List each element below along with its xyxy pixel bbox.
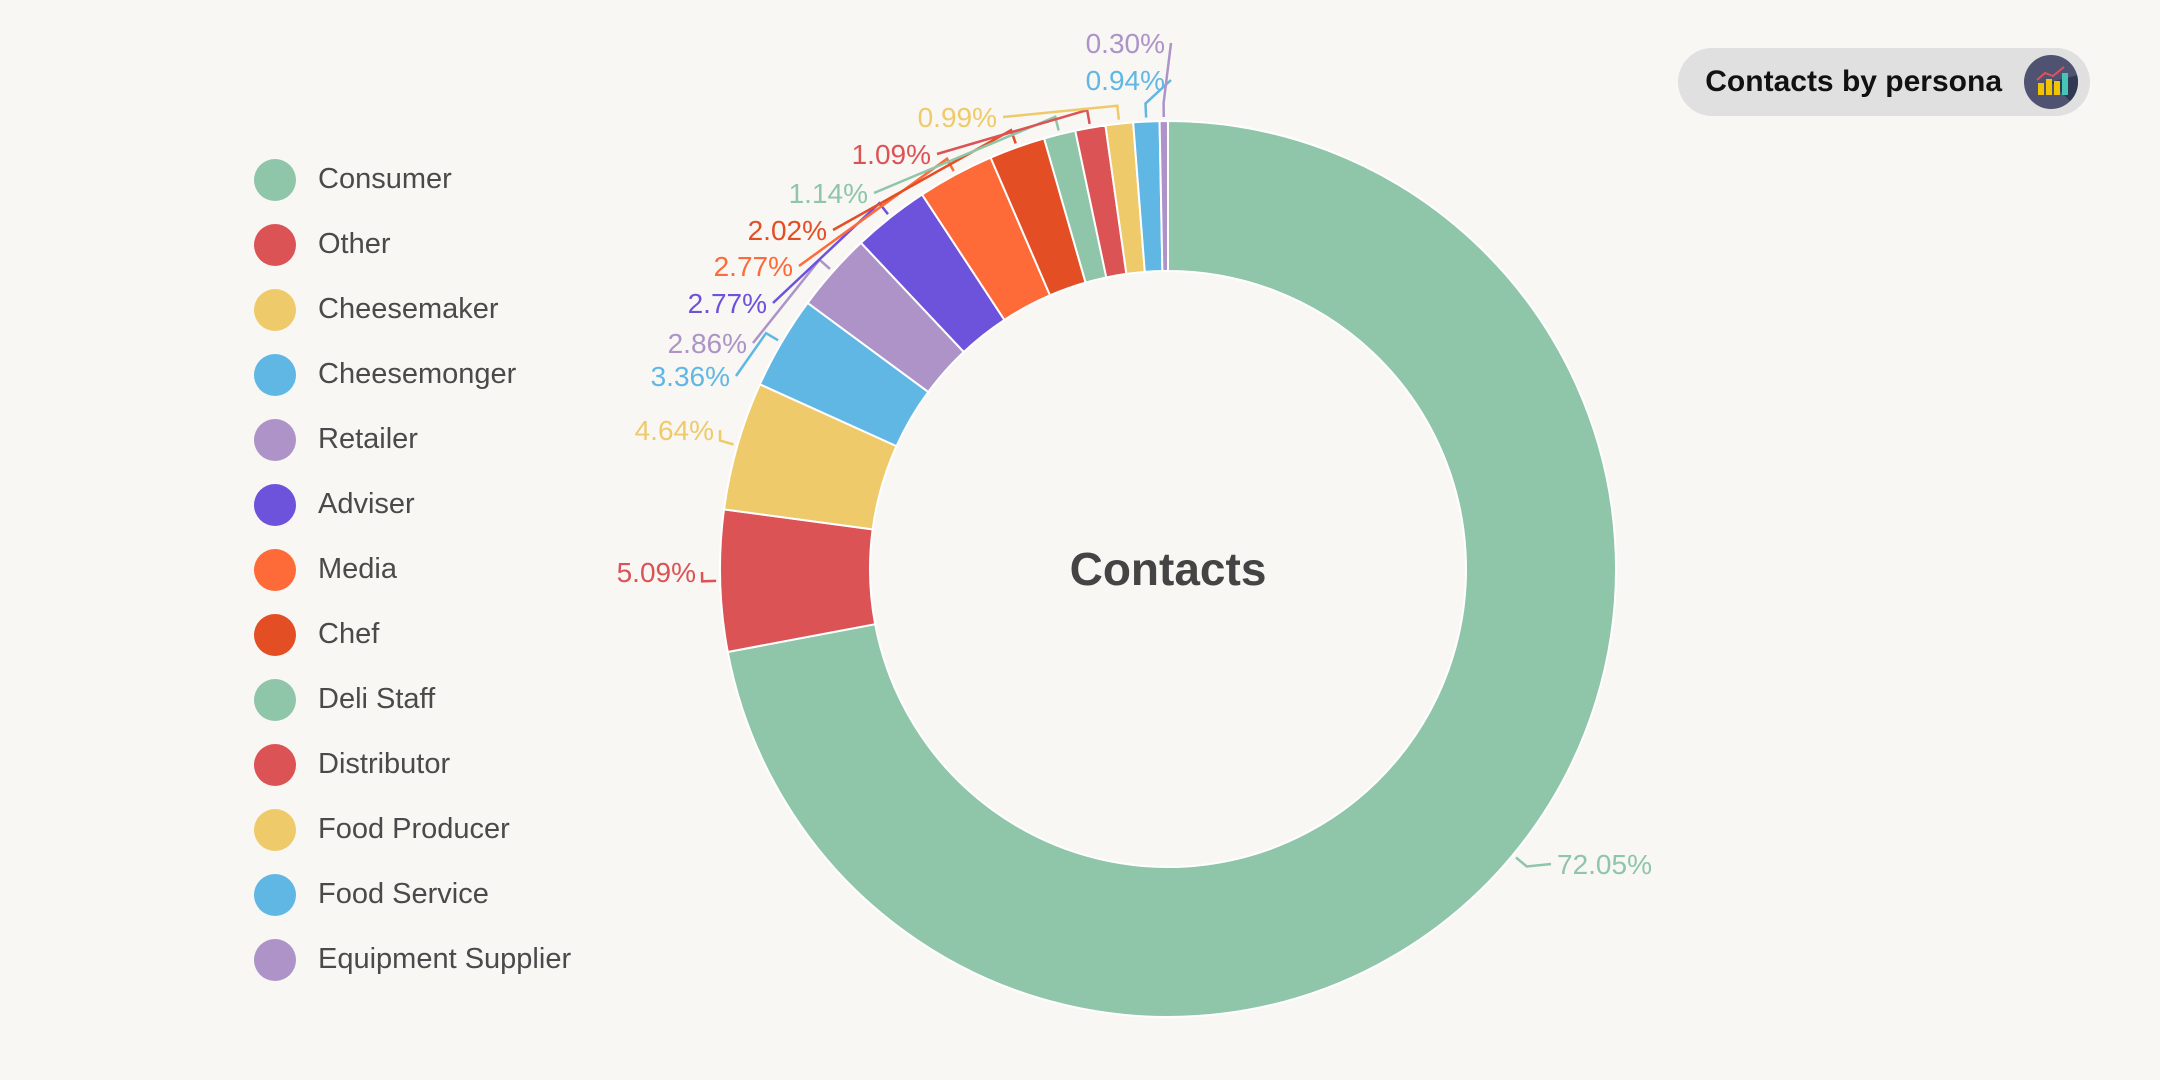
legend-item[interactable]: Consumer: [254, 147, 571, 212]
legend-label: Deli Staff: [318, 683, 436, 715]
leader-line: [1515, 856, 1552, 868]
legend-marker: [254, 223, 296, 266]
legend-item[interactable]: Food Service: [254, 862, 571, 927]
legend-item[interactable]: Chef: [254, 602, 571, 667]
legend: Consumer Other Cheesemaker Cheesemonger Reta…: [254, 147, 571, 992]
legend-marker: [254, 288, 296, 331]
data-label: 0.99%: [918, 102, 997, 133]
leader-line: [718, 429, 734, 446]
leader-line: [936, 108, 1091, 156]
leader-line: [832, 128, 1017, 232]
legend-label: Cheesemaker: [318, 293, 499, 325]
legend-item[interactable]: Deli Staff: [254, 667, 571, 732]
legend-label: Food Service: [318, 878, 489, 910]
legend-marker: [254, 678, 296, 721]
leader-line: [1002, 104, 1121, 120]
legend-label: Cheesemonger: [318, 358, 517, 390]
legend-label: Media: [318, 553, 397, 585]
legend-marker: [254, 548, 296, 591]
leader-line: [873, 115, 1060, 195]
leader-line: [1162, 42, 1173, 118]
data-label: 5.09%: [617, 557, 696, 588]
leader-line: [734, 331, 779, 377]
legend-marker: [254, 743, 296, 786]
legend-label: Retailer: [318, 423, 418, 455]
legend-item[interactable]: Retailer: [254, 407, 571, 472]
data-label: 0.94%: [1086, 65, 1165, 96]
data-label: 2.77%: [688, 288, 767, 319]
legend-item[interactable]: Adviser: [254, 472, 571, 537]
legend-item[interactable]: Distributor: [254, 732, 571, 797]
legend-item[interactable]: Food Producer: [254, 797, 571, 862]
legend-label: Consumer: [318, 163, 452, 195]
data-label: 3.36%: [651, 361, 730, 392]
legend-marker: [254, 483, 296, 526]
data-label: 2.02%: [748, 215, 827, 246]
legend-label: Distributor: [318, 748, 451, 780]
legend-marker: [254, 418, 296, 461]
legend-label: Other: [318, 228, 391, 260]
data-label: 2.86%: [668, 328, 747, 359]
center-label: Contacts: [1070, 543, 1267, 595]
data-label: 0.30%: [1086, 28, 1165, 59]
chart-icon: [2024, 55, 2078, 109]
legend-item[interactable]: Cheesemonger: [254, 342, 571, 407]
legend-marker: [254, 873, 296, 916]
legend-label: Adviser: [318, 488, 415, 520]
data-label: 2.77%: [714, 251, 793, 282]
legend-marker: [254, 353, 296, 396]
leader-line: [798, 156, 955, 268]
legend-marker: [254, 808, 296, 851]
data-label: 1.09%: [852, 139, 931, 170]
data-label: 72.05%: [1557, 849, 1652, 880]
legend-label: Food Producer: [318, 813, 510, 845]
legend-label: Equipment Supplier: [318, 943, 572, 975]
legend-item[interactable]: Media: [254, 537, 571, 602]
legend-marker: [254, 613, 296, 656]
leader-line: [700, 571, 717, 583]
leader-line: [1144, 79, 1172, 118]
donut-slice[interactable]: [726, 119, 1617, 1018]
legend-marker: [254, 158, 296, 201]
legend-item[interactable]: Equipment Supplier: [254, 927, 571, 992]
legend-item[interactable]: Other: [254, 212, 571, 277]
chart-title: Contacts by persona: [1705, 65, 2002, 98]
chart-title-badge[interactable]: Contacts by persona: [1678, 48, 2090, 116]
data-label: 4.64%: [635, 415, 714, 446]
legend-item[interactable]: Cheesemaker: [254, 277, 571, 342]
donut-slice[interactable]: [1158, 119, 1169, 273]
legend-label: Chef: [318, 618, 380, 650]
legend-marker: [254, 938, 296, 981]
data-label: 1.14%: [789, 178, 868, 209]
